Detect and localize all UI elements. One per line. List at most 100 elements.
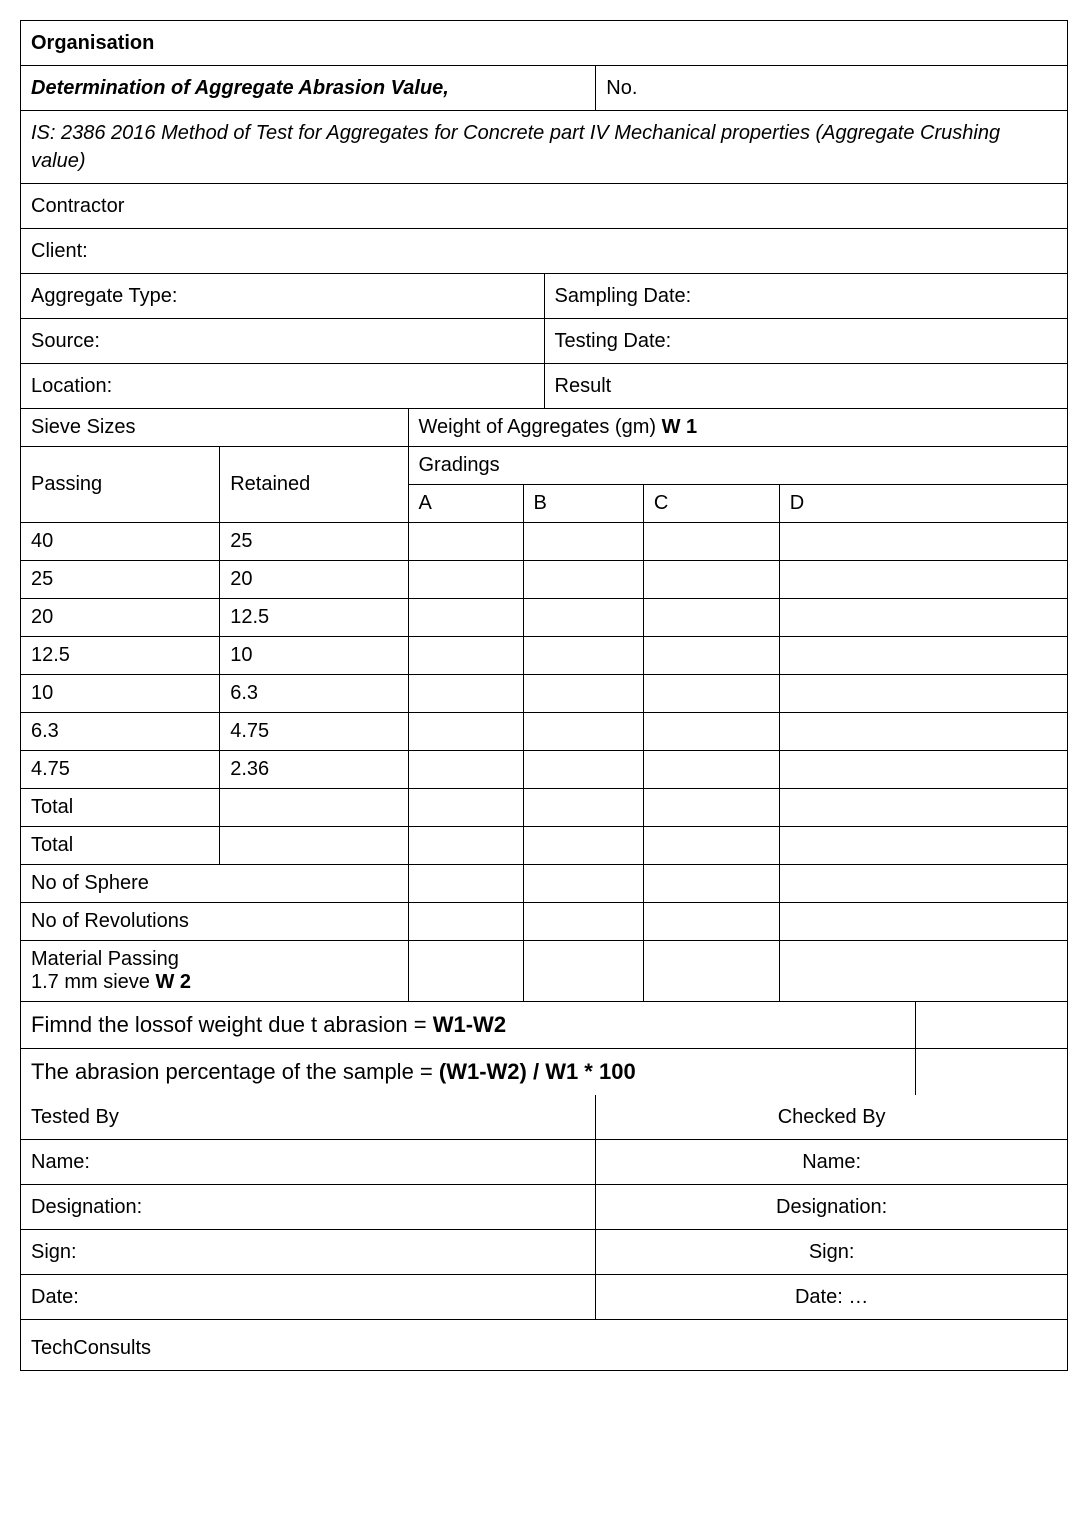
passing-cell: 12.5 <box>21 637 220 675</box>
rev-b-cell[interactable] <box>523 903 643 941</box>
rev-d-cell[interactable] <box>779 903 1067 941</box>
total-a-cell[interactable] <box>408 827 523 865</box>
w2-c-cell[interactable] <box>643 941 779 1002</box>
table-row: 12.5 10 <box>21 637 1067 675</box>
result-field[interactable]: Result <box>545 364 1068 408</box>
retained-cell: 20 <box>220 561 408 599</box>
material-passing-row: Material Passing 1.7 mm sieve W 2 <box>21 941 1067 1002</box>
sphere-row: No of Sphere <box>21 865 1067 903</box>
w2-d-cell[interactable] <box>779 941 1067 1002</box>
contractor-field[interactable]: Contractor <box>21 184 1067 228</box>
client-field[interactable]: Client: <box>21 229 1067 273</box>
grading-c-cell[interactable] <box>643 561 779 599</box>
rev-a-cell[interactable] <box>408 903 523 941</box>
grading-a-cell[interactable] <box>408 561 523 599</box>
table-row: 10 6.3 <box>21 675 1067 713</box>
col-b-header: B <box>523 485 643 523</box>
grading-b-cell[interactable] <box>523 713 643 751</box>
retained-header: Retained <box>220 447 408 523</box>
grading-b-cell[interactable] <box>523 675 643 713</box>
grading-d-cell[interactable] <box>779 637 1067 675</box>
retained-cell: 25 <box>220 523 408 561</box>
location-field[interactable]: Location: <box>21 364 545 408</box>
total-retained-cell[interactable] <box>220 827 408 865</box>
grading-b-cell[interactable] <box>523 637 643 675</box>
grading-b-cell[interactable] <box>523 523 643 561</box>
grading-c-cell[interactable] <box>643 751 779 789</box>
grading-b-cell[interactable] <box>523 599 643 637</box>
formula1-result-cell[interactable] <box>915 1002 1067 1049</box>
grading-b-cell[interactable] <box>523 751 643 789</box>
grading-d-cell[interactable] <box>779 713 1067 751</box>
sphere-a-cell[interactable] <box>408 865 523 903</box>
total-b-cell[interactable] <box>523 827 643 865</box>
grading-d-cell[interactable] <box>779 751 1067 789</box>
grading-b-cell[interactable] <box>523 561 643 599</box>
testing-date-field[interactable]: Testing Date: <box>545 319 1068 363</box>
total-d-cell[interactable] <box>779 789 1067 827</box>
formula-row: Fimnd the lossof weight due t abrasion =… <box>21 1002 1067 1049</box>
grading-a-cell[interactable] <box>408 675 523 713</box>
total-c-cell[interactable] <box>643 827 779 865</box>
grading-a-cell[interactable] <box>408 637 523 675</box>
sieve-table: Sieve Sizes Weight of Aggregates (gm) W … <box>21 409 1067 1095</box>
checked-sign-field[interactable]: Sign: <box>596 1230 1067 1274</box>
grading-c-cell[interactable] <box>643 523 779 561</box>
total-b-cell[interactable] <box>523 789 643 827</box>
grading-d-cell[interactable] <box>779 561 1067 599</box>
checked-designation-field[interactable]: Designation: <box>596 1185 1067 1229</box>
form-title: Determination of Aggregate Abrasion Valu… <box>21 66 596 110</box>
passing-cell: 10 <box>21 675 220 713</box>
w2-a-cell[interactable] <box>408 941 523 1002</box>
rev-c-cell[interactable] <box>643 903 779 941</box>
revolutions-row: No of Revolutions <box>21 903 1067 941</box>
tested-designation-field[interactable]: Designation: <box>21 1185 596 1229</box>
total-retained-cell[interactable] <box>220 789 408 827</box>
col-c-header: C <box>643 485 779 523</box>
grading-c-cell[interactable] <box>643 599 779 637</box>
sphere-b-cell[interactable] <box>523 865 643 903</box>
total-row: Total <box>21 789 1067 827</box>
w2-b-cell[interactable] <box>523 941 643 1002</box>
no-field[interactable]: No. <box>596 66 1067 110</box>
total-c-cell[interactable] <box>643 789 779 827</box>
grading-a-cell[interactable] <box>408 751 523 789</box>
sampling-date-field[interactable]: Sampling Date: <box>545 274 1068 318</box>
sphere-c-cell[interactable] <box>643 865 779 903</box>
retained-cell: 4.75 <box>220 713 408 751</box>
total-a-cell[interactable] <box>408 789 523 827</box>
grading-d-cell[interactable] <box>779 675 1067 713</box>
passing-cell: 6.3 <box>21 713 220 751</box>
passing-cell: 20 <box>21 599 220 637</box>
total-row: Total <box>21 827 1067 865</box>
checked-by-header: Checked By <box>596 1095 1067 1139</box>
grading-a-cell[interactable] <box>408 713 523 751</box>
sphere-d-cell[interactable] <box>779 865 1067 903</box>
grading-d-cell[interactable] <box>779 523 1067 561</box>
grading-d-cell[interactable] <box>779 599 1067 637</box>
footer-org: TechConsults <box>21 1320 1067 1370</box>
checked-name-field[interactable]: Name: <box>596 1140 1067 1184</box>
revolutions-label: No of Revolutions <box>21 903 408 941</box>
tested-sign-field[interactable]: Sign: <box>21 1230 596 1274</box>
tested-date-field[interactable]: Date: <box>21 1275 596 1319</box>
grading-c-cell[interactable] <box>643 713 779 751</box>
table-row: 6.3 4.75 <box>21 713 1067 751</box>
source-field[interactable]: Source: <box>21 319 545 363</box>
sphere-label: No of Sphere <box>21 865 408 903</box>
grading-a-cell[interactable] <box>408 523 523 561</box>
grading-a-cell[interactable] <box>408 599 523 637</box>
total-d-cell[interactable] <box>779 827 1067 865</box>
formula-loss-weight: Fimnd the lossof weight due t abrasion =… <box>21 1002 915 1049</box>
material-passing-label: Material Passing 1.7 mm sieve W 2 <box>21 941 408 1002</box>
retained-cell: 12.5 <box>220 599 408 637</box>
grading-c-cell[interactable] <box>643 675 779 713</box>
checked-date-field[interactable]: Date: … <box>596 1275 1067 1319</box>
retained-cell: 6.3 <box>220 675 408 713</box>
aggregate-type-field[interactable]: Aggregate Type: <box>21 274 545 318</box>
formula2-result-cell[interactable] <box>915 1049 1067 1096</box>
weight-header: Weight of Aggregates (gm) W 1 <box>408 409 1067 447</box>
grading-c-cell[interactable] <box>643 637 779 675</box>
tested-by-header: Tested By <box>21 1095 596 1139</box>
tested-name-field[interactable]: Name: <box>21 1140 596 1184</box>
